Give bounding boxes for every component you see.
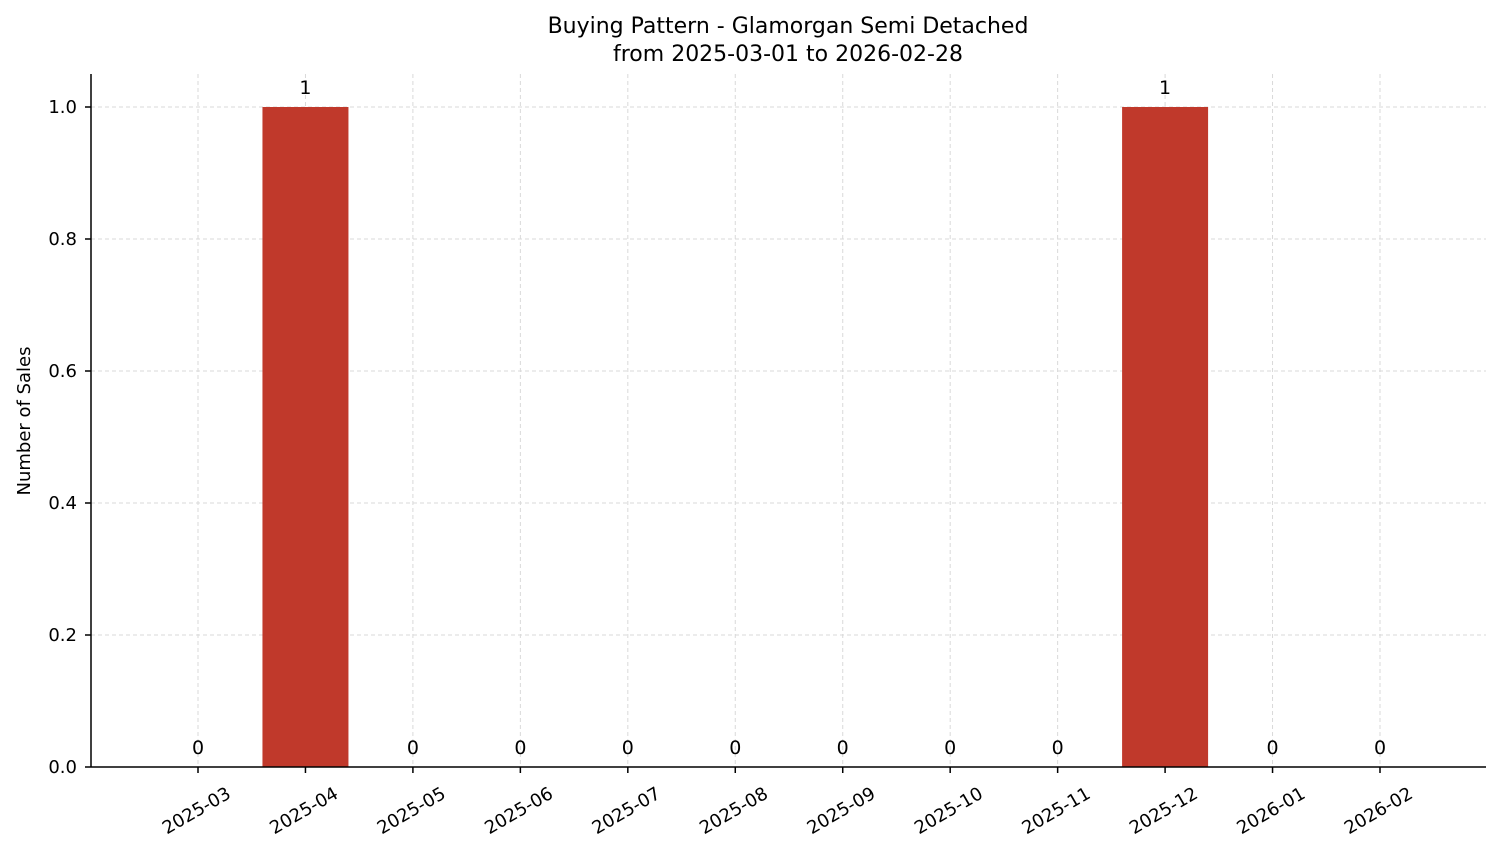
bar [262, 107, 349, 767]
chart-title: Buying Pattern - Glamorgan Semi Detached [548, 14, 1029, 39]
x-tick-label: 2025-03 [159, 783, 235, 839]
bar-value-label: 0 [192, 737, 204, 759]
x-tick-label: 2025-09 [804, 783, 880, 839]
bar-value-label: 0 [407, 737, 419, 759]
data-labels: 0 1 0 0 0 0 0 0 0 1 0 0 [192, 77, 1386, 759]
bar-value-label: 0 [944, 737, 956, 759]
x-tick-label: 2025-12 [1126, 783, 1202, 839]
x-tick-label: 2025-08 [696, 783, 772, 839]
y-tick-label: 0.6 [48, 361, 77, 382]
y-tick-label: 0.2 [48, 625, 77, 646]
y-tick-label: 1.0 [48, 97, 77, 118]
bars [262, 107, 1209, 767]
x-tick-label: 2025-06 [481, 783, 557, 839]
bar-value-label: 1 [1159, 77, 1171, 99]
x-tick-label: 2025-05 [374, 783, 450, 839]
bar [1122, 107, 1209, 767]
bar-value-label: 0 [1052, 737, 1064, 759]
bar-value-label: 0 [622, 737, 634, 759]
y-axis-label: Number of Sales [14, 346, 35, 495]
bar-value-label: 0 [514, 737, 526, 759]
bar-value-label: 0 [1266, 737, 1278, 759]
bar-value-label: 1 [299, 77, 311, 99]
bar-value-label: 0 [729, 737, 741, 759]
y-tick-label: 0.4 [48, 493, 77, 514]
x-tick-label: 2025-11 [1018, 783, 1094, 839]
x-tick-label: 2025-04 [266, 783, 342, 839]
x-tick-label: 2026-02 [1341, 783, 1417, 839]
y-tick-label: 0.0 [48, 757, 77, 778]
x-tick-label: 2025-07 [589, 783, 665, 839]
bar-value-label: 0 [837, 737, 849, 759]
x-tick-label: 2025-10 [911, 783, 987, 839]
chart-subtitle: from 2025-03-01 to 2026-02-28 [613, 42, 963, 67]
y-tick-label: 0.8 [48, 229, 77, 250]
x-tick-label: 2026-01 [1233, 783, 1309, 839]
bar-value-label: 0 [1374, 737, 1386, 759]
